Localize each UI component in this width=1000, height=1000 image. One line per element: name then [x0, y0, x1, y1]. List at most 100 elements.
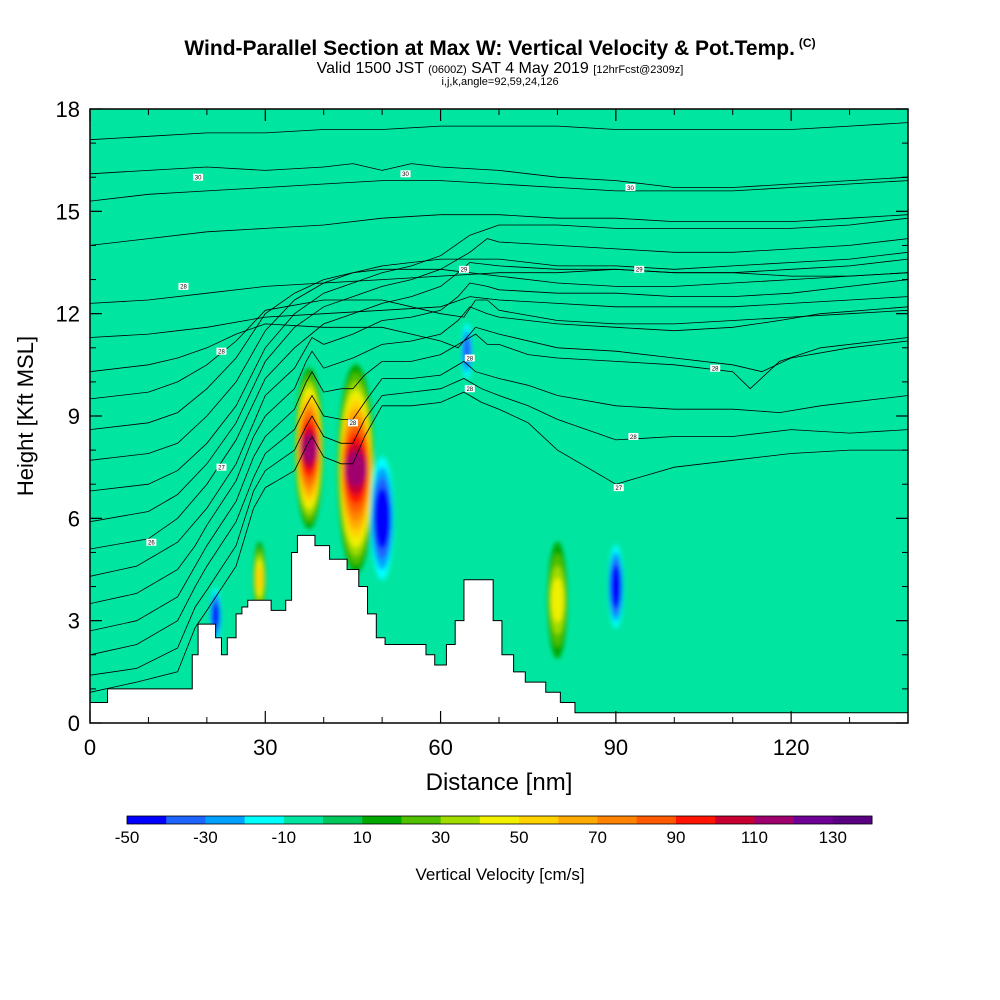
velocity-field [209, 316, 624, 659]
colorbar-swatch [754, 816, 795, 824]
isentrope-line-7 [90, 238, 908, 523]
isentrope-label-14: 26 [146, 538, 157, 547]
isentrope-line-9 [90, 251, 908, 461]
svg-text:28: 28 [630, 435, 637, 441]
colorbar-swatch [479, 816, 520, 824]
isentrope-line-13 [90, 296, 908, 338]
x-tick-label: 0 [84, 735, 96, 760]
forecast-info: [12hrFcst@2309z] [593, 64, 684, 76]
chart-title-text: Wind-Parallel Section at Max W: Vertical… [184, 37, 795, 60]
isentrope-line-18 [90, 122, 908, 141]
isentrope-line-11 [90, 299, 908, 400]
valid-date: SAT 4 May 2019 [471, 60, 589, 77]
colorbar-swatch [715, 816, 755, 824]
colorbar-swatch [832, 816, 873, 824]
plot-area: 30 30 30 29 29 28 28 28 28 28 28 28 27 27 26 [90, 109, 908, 723]
x-tick-label: 30 [253, 735, 277, 760]
isentrope-label-5: 28 [178, 282, 189, 291]
svg-text:28: 28 [350, 421, 357, 427]
colorbar-swatch [440, 816, 481, 824]
svg-text:28: 28 [180, 285, 187, 291]
colorbar-tick-label: 30 [431, 828, 450, 847]
isentrope-labels: 30 30 30 29 29 28 28 28 28 28 28 28 27 27 26 [146, 170, 721, 547]
isentrope-label-12: 27 [216, 463, 227, 471]
updraft-core-1 [337, 364, 374, 574]
colorbar-swatch [597, 816, 638, 824]
isentrope-line-15 [90, 214, 908, 246]
colorbar-frame [126, 815, 873, 825]
svg-text:28: 28 [466, 356, 473, 362]
isentrope-label-1: 30 [400, 170, 411, 178]
isentrope-label-4: 29 [634, 265, 645, 274]
colorbar-swatch [205, 816, 246, 824]
isentrope-line-3 [90, 333, 908, 632]
colorbar-swatch [166, 816, 206, 824]
svg-text:30: 30 [402, 172, 409, 178]
svg-text:30: 30 [627, 186, 634, 192]
colorbar: -50 -30 -10 10 30 50 70 90 110 130 [115, 815, 873, 847]
svg-text:28: 28 [218, 349, 225, 355]
valid-utc: (0600Z) [428, 64, 467, 76]
chart-subtitle: Valid 1500 JST (0600Z) SAT 4 May 2019 [1… [0, 60, 1000, 78]
y-tick-label: 12 [56, 302, 80, 327]
downdraft-core-2 [460, 316, 473, 386]
y-axis-label: Height [Kft MSL] [13, 336, 38, 496]
y-tick-label: 15 [56, 199, 80, 224]
isentrope-line-12 [90, 323, 908, 373]
x-tick-label: 60 [428, 735, 452, 760]
colorbar-label: Vertical Velocity [cm/s] [415, 865, 584, 884]
isentrope-line-0 [90, 391, 908, 693]
colorbar-swatch [362, 816, 402, 824]
updraft-core-0 [295, 367, 323, 530]
colorbar-tick-label: 70 [588, 828, 607, 847]
colorbar-tick-label: 110 [741, 828, 768, 847]
chart-title: Wind-Parallel Section at Max W: Vertical… [0, 36, 1000, 61]
y-tick-label: 9 [68, 404, 80, 429]
isentrope-line-2 [90, 360, 908, 656]
isentrope-label-8: 28 [710, 364, 721, 373]
axes: 0 30 60 90 120 0 3 6 9 12 15 18 [56, 97, 909, 760]
isentrope-label-11: 28 [628, 432, 639, 441]
isentrope-line-14 [90, 268, 908, 304]
isentrope-label-13: 27 [613, 484, 624, 492]
colorbar-swatch [244, 816, 285, 824]
colorbar-swatch [283, 816, 324, 824]
x-tick-label: 120 [773, 735, 810, 760]
colorbar-tick-label: 90 [666, 828, 685, 847]
colorbar-tick-label: -30 [193, 828, 218, 847]
copyright-mark: (C) [798, 36, 816, 50]
svg-text:28: 28 [712, 367, 719, 373]
isentrope-line-5 [90, 279, 908, 577]
svg-text:27: 27 [218, 465, 225, 471]
colorbar-tick-label: -50 [115, 828, 140, 847]
y-tick-label: 3 [68, 609, 80, 634]
colorbar-tick-label: 130 [819, 828, 847, 847]
isentrope-line-16 [90, 180, 908, 202]
valid-time: Valid 1500 JST [316, 60, 424, 77]
downdraft-core-1 [607, 538, 624, 635]
colorbar-swatch [401, 816, 442, 824]
isentrope-line-8 [90, 217, 908, 492]
colorbar-swatch [793, 816, 834, 824]
colorbar-tick-label: 50 [510, 828, 529, 847]
colorbar-swatch [519, 816, 559, 824]
isentrope-line-10 [90, 268, 908, 430]
x-tick-label: 90 [604, 735, 628, 760]
updraft-core-3 [547, 541, 568, 659]
isentrope-line-4 [90, 306, 908, 604]
svg-text:29: 29 [636, 268, 643, 274]
svg-text:29: 29 [461, 268, 468, 274]
isentrope-label-6: 28 [216, 347, 227, 355]
isentrope-label-10: 28 [347, 419, 358, 427]
svg-text:26: 26 [148, 541, 155, 547]
y-tick-label: 6 [68, 506, 80, 531]
colorbar-tick-label: 10 [353, 828, 372, 847]
x-axis-label: Distance [nm] [426, 769, 573, 796]
colorbar-swatch [675, 816, 716, 824]
isentrope-label-0: 30 [193, 173, 204, 182]
colorbar-swatch [323, 816, 363, 824]
colorbar-swatch [127, 816, 167, 824]
colorbar-swatch [558, 816, 599, 824]
terrain-mask [90, 534, 908, 723]
